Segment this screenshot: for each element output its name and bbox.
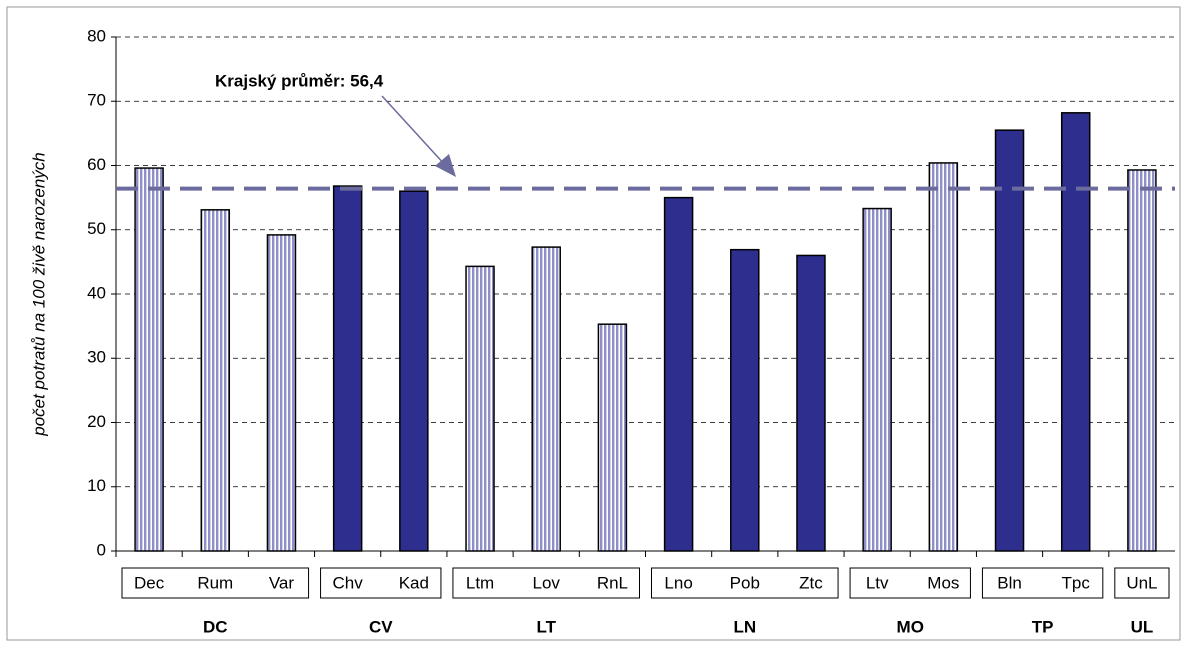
- x-tick-label: Dec: [134, 573, 165, 592]
- bar: [465, 265, 495, 552]
- x-tick-label: Kad: [399, 573, 429, 592]
- y-tick-label: 50: [87, 219, 106, 238]
- y-tick-label: 60: [87, 155, 106, 174]
- x-tick-label: Lno: [664, 573, 692, 592]
- bar: [928, 162, 959, 552]
- group-box: [849, 567, 971, 599]
- bar: [730, 248, 760, 552]
- y-tick-label: 0: [97, 540, 106, 559]
- group-label: CV: [369, 617, 393, 636]
- x-tick-label: Ltv: [866, 573, 889, 592]
- group-box: [121, 567, 310, 599]
- bar: [200, 209, 231, 552]
- bar: [597, 323, 628, 552]
- x-tick-label: Chv: [333, 573, 364, 592]
- y-tick-label: 30: [87, 348, 106, 367]
- group-label: LT: [536, 617, 556, 636]
- x-tick-label: RnL: [597, 573, 628, 592]
- x-tick-label: Lov: [533, 573, 561, 592]
- y-axis-label: počet potratů na 100 živě narozených: [29, 152, 48, 437]
- x-tick-label: Pob: [730, 573, 760, 592]
- bar: [1127, 169, 1157, 552]
- bar: [994, 129, 1025, 552]
- x-tick-label: Var: [269, 573, 295, 592]
- bar: [796, 254, 826, 552]
- x-tick-label: UnL: [1126, 573, 1157, 592]
- bar: [332, 185, 363, 552]
- group-label: UL: [1131, 617, 1154, 636]
- arrow-head: [435, 154, 456, 177]
- y-tick-label: 70: [87, 91, 106, 110]
- group-box: [452, 567, 640, 599]
- bar: [531, 246, 561, 552]
- group-box: [651, 567, 839, 599]
- y-tick-label: 40: [87, 283, 106, 302]
- group-box: [981, 567, 1104, 599]
- bar: [266, 234, 297, 552]
- x-tick-label: Rum: [197, 573, 233, 592]
- bar: [1060, 112, 1091, 552]
- x-tick-label: Mos: [927, 573, 959, 592]
- bar: [399, 190, 429, 552]
- average-label: Krajský průměr: 56,4: [215, 71, 384, 90]
- x-tick-label: Tpc: [1062, 573, 1091, 592]
- arrow-shaft: [381, 95, 447, 167]
- y-tick-label: 80: [87, 26, 106, 45]
- y-tick-label: 20: [87, 412, 106, 431]
- bar: [862, 207, 892, 552]
- group-box: [1114, 567, 1170, 599]
- group-label: TP: [1032, 617, 1054, 636]
- group-box: [320, 567, 442, 599]
- group-label: LN: [733, 617, 756, 636]
- bar: [663, 196, 694, 552]
- bar: [134, 167, 164, 552]
- group-label: MO: [897, 617, 924, 636]
- x-tick-label: Ltm: [466, 573, 494, 592]
- x-tick-label: Ztc: [799, 573, 823, 592]
- group-label: DC: [203, 617, 228, 636]
- x-tick-label: Bln: [997, 573, 1022, 592]
- y-tick-label: 10: [87, 476, 106, 495]
